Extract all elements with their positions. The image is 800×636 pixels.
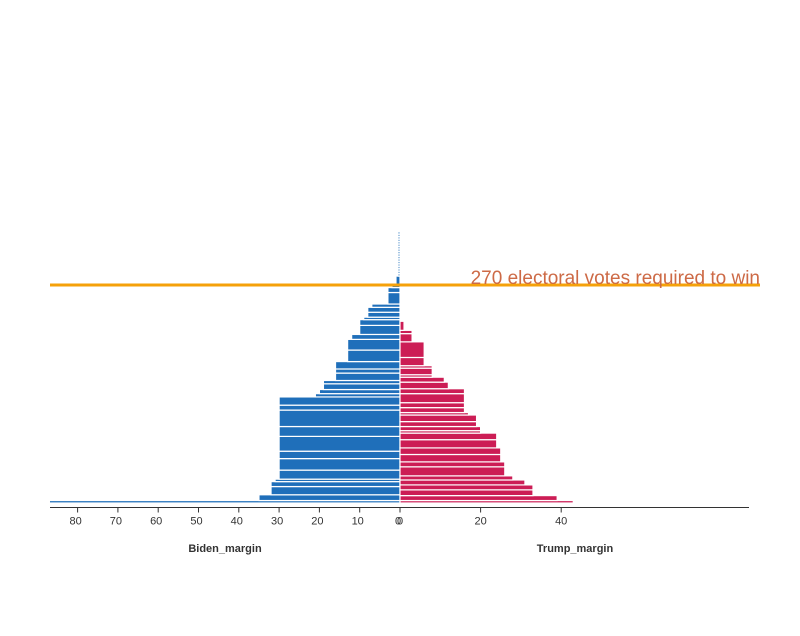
biden-bar [367, 311, 401, 318]
x-tick-label-left: 80 [69, 516, 81, 528]
biden-bar [334, 372, 401, 382]
trump-bar [399, 475, 514, 481]
biden-bar [270, 481, 401, 488]
biden-bar [278, 396, 401, 406]
biden-bar [387, 291, 401, 305]
biden-bar [318, 388, 401, 395]
x-tick-label-left: 20 [311, 516, 323, 528]
trump-bar [399, 402, 466, 409]
x-tick-label-right: 20 [474, 516, 486, 528]
trump-bar [399, 453, 502, 463]
trump-bar [399, 495, 558, 502]
trump-bar [399, 425, 482, 432]
biden-bar [278, 425, 401, 438]
biden-bar [359, 319, 401, 327]
trump-bar [399, 376, 445, 383]
trump-bar [399, 461, 506, 468]
trump-bar [399, 356, 425, 367]
trump-bar [399, 439, 498, 449]
x-tick-label-left: 50 [190, 516, 202, 528]
trump-bar [399, 447, 502, 456]
biden-bar [397, 231, 401, 235]
trump-bar [399, 421, 478, 428]
trump-bar [399, 367, 433, 376]
biden-bar [334, 360, 401, 370]
x-axis-title-right: Trump_margin [537, 543, 614, 555]
trump-bar [399, 489, 534, 497]
biden-bar [278, 469, 401, 480]
biden-bar [351, 333, 401, 340]
x-tick-label-left: 10 [352, 516, 364, 528]
x-tick-label-right: 0 [397, 516, 403, 528]
threshold-label: 270 electoral votes required to win [471, 268, 760, 289]
biden-bar [278, 404, 401, 411]
biden-bar [278, 409, 401, 428]
trump-bar [399, 333, 413, 343]
biden-bar [387, 286, 401, 294]
x-tick-label-right: 40 [555, 516, 567, 528]
biden-bar [359, 324, 401, 336]
trump-bar [399, 414, 478, 423]
trump-bar [399, 466, 506, 477]
biden-bar [371, 303, 401, 308]
trump-bar [399, 479, 526, 486]
trump-bar [399, 393, 466, 404]
trump-bar [399, 407, 466, 414]
biden-bar [270, 485, 401, 496]
biden-bar [278, 435, 401, 452]
biden-bar [395, 275, 401, 285]
x-tick-label-left: 30 [271, 516, 283, 528]
biden-bar [322, 383, 401, 391]
biden-bar [347, 349, 401, 363]
x-axis-title-left: Biden_margin [188, 543, 262, 555]
trump-bar [399, 341, 425, 359]
x-tick-label-left: 0 [395, 516, 401, 528]
trump-bar [399, 388, 466, 395]
trump-bar [399, 320, 405, 331]
trump-bar [399, 484, 534, 491]
trump-bar [399, 381, 449, 390]
biden-bar [367, 306, 401, 313]
trump-bar [399, 329, 413, 335]
x-tick-label-left: 40 [231, 516, 243, 528]
trump-bar [399, 432, 498, 441]
x-tick-label-left: 70 [110, 516, 122, 528]
biden-bar [258, 494, 401, 502]
biden-bar [278, 450, 401, 460]
biden-bar [278, 458, 401, 471]
x-tick-label-left: 60 [150, 516, 162, 528]
biden-bar [334, 368, 401, 374]
biden-bar [347, 338, 401, 351]
